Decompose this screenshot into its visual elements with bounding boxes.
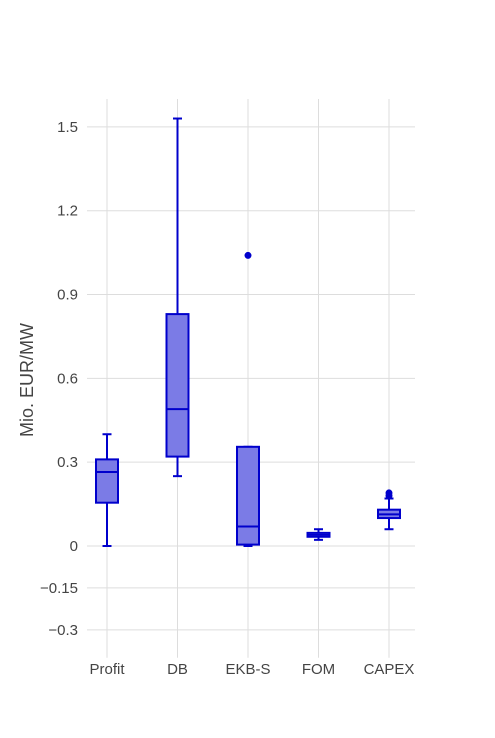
x-gridlines [106, 98, 390, 658]
box-profit [95, 433, 119, 547]
box-fom [306, 528, 331, 541]
x-tick-label: Profit [89, 661, 125, 678]
y-tick-label: −0.15 [40, 580, 78, 597]
box-iqr [165, 313, 190, 458]
y-gridlines [87, 126, 415, 631]
y-tick-labels: −0.3 −0.15 0 0.3 0.6 0.9 1.2 1.5 [40, 119, 78, 639]
outlier-point [244, 251, 252, 259]
y-tick-label: 0.6 [57, 370, 78, 387]
box-db [165, 117, 190, 478]
x-tick-label: EKB-S [225, 661, 270, 678]
y-axis-label: Mio. EUR/MW [17, 323, 37, 437]
box-capex [377, 489, 401, 531]
y-tick-label: 0 [70, 538, 78, 555]
x-tick-label: DB [167, 661, 188, 678]
x-tick-label: FOM [302, 661, 335, 678]
y-tick-label: −0.3 [48, 622, 78, 639]
x-tick-labels: Profit DB EKB-S FOM CAPEX [89, 661, 414, 678]
box-iqr [236, 445, 260, 546]
x-tick-label: CAPEX [364, 661, 415, 678]
box-ekb-s [236, 251, 260, 547]
box-iqr [95, 458, 119, 504]
y-tick-label: 0.9 [57, 287, 78, 304]
outlier-point [385, 489, 393, 497]
y-tick-label: 1.2 [57, 203, 78, 220]
box-series [95, 117, 401, 547]
y-tick-label: 1.5 [57, 119, 78, 136]
y-tick-label: 0.3 [57, 454, 78, 471]
